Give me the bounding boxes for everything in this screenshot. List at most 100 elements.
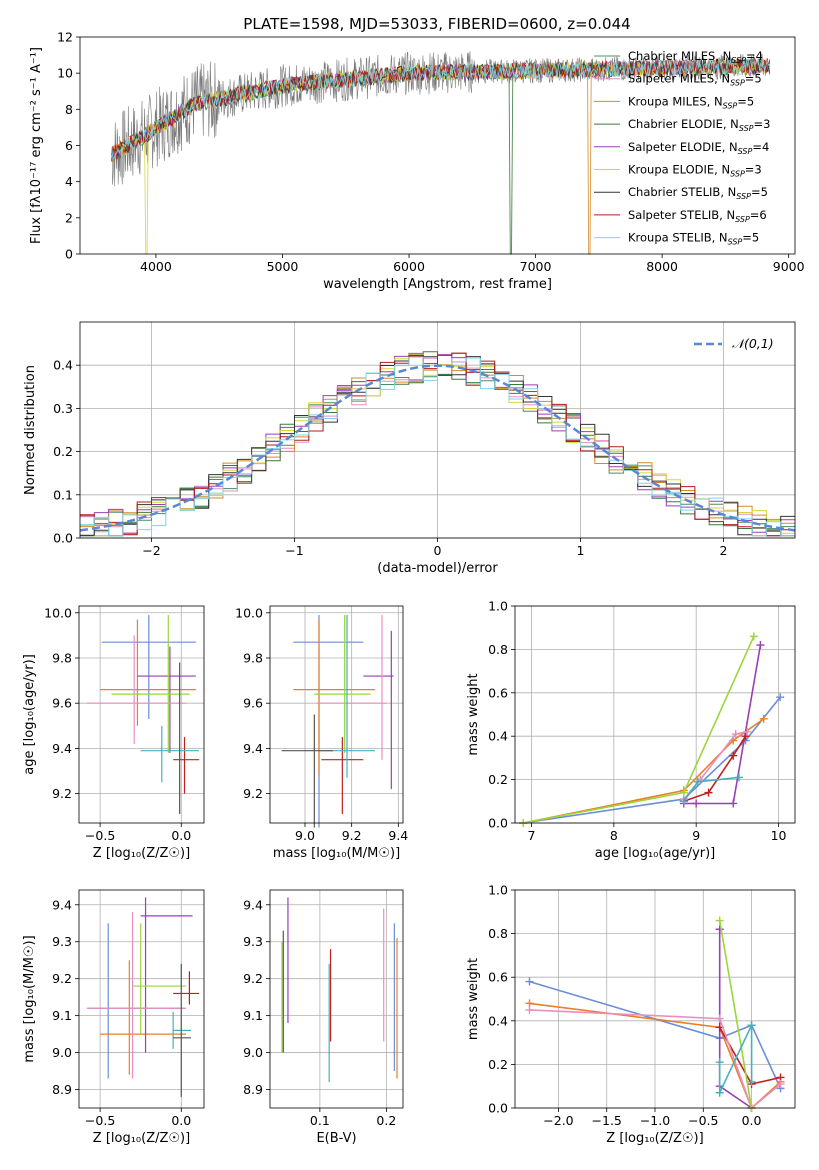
x-tick-label: 0.2 bbox=[376, 1113, 396, 1128]
weight-point-marker bbox=[731, 730, 740, 739]
y-axis-label: Normed distribution bbox=[23, 365, 38, 495]
axes-frame bbox=[79, 36, 796, 255]
weight-point-marker bbox=[679, 788, 688, 797]
x-tick-label: −2 bbox=[142, 543, 160, 558]
x-tick-label: 0.1 bbox=[310, 1113, 330, 1128]
weight-point-marker bbox=[743, 727, 752, 736]
x-tick-label: −1.0 bbox=[640, 1113, 670, 1128]
weight-point-marker bbox=[679, 797, 688, 806]
panel-mass_vs_EBV: 0.1 0.2 8.9 9.0 9.1 9.2 9.3 9.4 E(B-V) bbox=[243, 889, 404, 1146]
weight-point-marker bbox=[715, 1014, 724, 1023]
legend-label: Chabrier MILES, NSSP=4 bbox=[628, 49, 763, 65]
plot-area bbox=[87, 615, 200, 814]
y-tick-label: 9.6 bbox=[52, 696, 72, 711]
y-tick-label: 8 bbox=[65, 102, 73, 117]
y-tick-label: 9.3 bbox=[52, 934, 72, 949]
y-tick-label: 0.3 bbox=[53, 401, 73, 416]
weight-point-marker bbox=[729, 751, 738, 760]
y-tick-label: 0.2 bbox=[488, 1057, 508, 1072]
x-axis-label: Z [log₁₀(Z/Z☉)] bbox=[93, 1131, 190, 1146]
residual-histogram bbox=[80, 356, 795, 537]
panel-residuals: −2 −1 0 1 2 0.0 0.1 0.2 0.3 0.4 (data-model)/error… bbox=[23, 321, 796, 576]
axes-frame bbox=[269, 889, 404, 1109]
x-tick-label: 0 bbox=[434, 543, 442, 558]
x-axis-label: age [log₁₀(age/yr)] bbox=[595, 846, 716, 861]
y-tick-label: 9.1 bbox=[243, 1008, 263, 1023]
y-tick-label: 0.2 bbox=[53, 444, 73, 459]
axes-frame bbox=[78, 889, 205, 1109]
normal-curve bbox=[79, 364, 796, 532]
y-tick-label: 0.1 bbox=[53, 487, 73, 502]
y-tick-label: 9.6 bbox=[243, 696, 263, 711]
y-tick-label: 0.4 bbox=[488, 1013, 508, 1028]
panel-spectrum: 4000 5000 6000 7000 8000 9000 0 2 4 6 8 10 12 wavelen… bbox=[29, 30, 805, 293]
weight-point-marker bbox=[692, 799, 701, 808]
x-tick-label: 0.0 bbox=[171, 1113, 191, 1128]
weight-point-marker bbox=[756, 641, 765, 650]
legend-label: Salpeter MILES, NSSP=5 bbox=[628, 72, 762, 88]
y-tick-label: 0.4 bbox=[53, 358, 73, 373]
weight-series-line bbox=[523, 696, 781, 824]
y-tick-label: 10.0 bbox=[44, 605, 72, 620]
y-tick-label: 0.4 bbox=[488, 729, 508, 744]
legend-label: Chabrier ELODIE, NSSP=3 bbox=[628, 117, 770, 133]
x-tick-label: −0.5 bbox=[85, 1113, 115, 1128]
panel-age_vs_Z: −0.5 0.0 9.2 9.4 9.6 9.8 10.0 Z [log₁₀(Z/Z☉)] ag… bbox=[22, 605, 205, 861]
legend-label: Kroupa MILES, NSSP=5 bbox=[628, 94, 754, 110]
y-tick-label: 2 bbox=[65, 210, 73, 225]
y-tick-label: 0.6 bbox=[488, 970, 508, 985]
legend-label: Salpeter ELODIE, NSSP=4 bbox=[628, 140, 769, 156]
legend-label: Kroupa ELODIE, NSSP=3 bbox=[628, 163, 762, 179]
panel-massweight_vs_Z: −2.0 −1.5 −1.0 −0.5 0.0 0.0 0.2 0.4 0.6 0.8 1.0 Z [… bbox=[466, 883, 796, 1146]
weight-series-line bbox=[529, 1009, 782, 1110]
model-spectrum-line bbox=[111, 58, 770, 160]
model-spectrum-line bbox=[111, 58, 771, 255]
y-tick-label: 0.2 bbox=[488, 772, 508, 787]
x-tick-label: −2.0 bbox=[543, 1113, 573, 1128]
axes-frame bbox=[514, 889, 796, 1109]
figure-title: PLATE=1598, MJD=53033, FIBERID=0600, z=0… bbox=[243, 15, 630, 33]
y-tick-label: 9.8 bbox=[243, 650, 263, 665]
weight-point-marker bbox=[735, 773, 743, 782]
panel-massweight_vs_age: 7 8 9 10 0.0 0.2 0.4 0.6 0.8 1.0 age [log₁₀(age/yr… bbox=[466, 599, 796, 861]
y-tick-label: 9.3 bbox=[243, 934, 263, 949]
plot-area bbox=[111, 51, 771, 255]
y-axis-label: Flux [fλ10⁻¹⁷ erg cm⁻² s⁻¹ A⁻¹] bbox=[29, 47, 44, 244]
weight-series-line bbox=[683, 735, 747, 803]
y-tick-label: 0.0 bbox=[488, 816, 508, 831]
x-tick-label: 7 bbox=[527, 828, 535, 843]
x-tick-label: 9.2 bbox=[342, 828, 362, 843]
weight-series-line bbox=[718, 920, 753, 1109]
weight-point-marker bbox=[747, 1077, 756, 1086]
weight-point-marker bbox=[729, 799, 738, 808]
plot-area bbox=[281, 897, 398, 1083]
x-axis-label: wavelength [Angstrom, rest frame] bbox=[323, 277, 552, 292]
weight-series-line bbox=[683, 644, 762, 805]
axes-frame bbox=[79, 321, 796, 539]
x-tick-label: 10 bbox=[771, 828, 787, 843]
x-tick-label: 8 bbox=[610, 828, 618, 843]
weight-point-marker bbox=[776, 1080, 785, 1089]
x-axis-label: mass [log₁₀(M/M☉)] bbox=[273, 846, 400, 861]
axes-frame bbox=[78, 605, 205, 824]
y-tick-label: 4 bbox=[65, 174, 73, 189]
x-tick-label: −1.5 bbox=[592, 1113, 622, 1128]
y-tick-label: 9.4 bbox=[52, 897, 72, 912]
weight-point-marker bbox=[715, 916, 724, 925]
weight-point-marker bbox=[776, 693, 785, 702]
x-tick-label: 9 bbox=[692, 828, 700, 843]
weight-series-line bbox=[529, 1002, 782, 1110]
x-tick-label: −1 bbox=[285, 543, 303, 558]
plot-area bbox=[79, 351, 796, 537]
y-tick-label: 9.4 bbox=[52, 741, 72, 756]
weight-series-line bbox=[718, 1024, 753, 1094]
x-tick-label: 9000 bbox=[773, 259, 805, 274]
plot-area bbox=[281, 615, 394, 828]
x-tick-label: 9.4 bbox=[388, 828, 408, 843]
x-axis-label: (data-model)/error bbox=[377, 561, 498, 576]
legend-label: 𝒩(0,1) bbox=[732, 336, 774, 351]
x-tick-label: −0.5 bbox=[85, 828, 115, 843]
y-tick-label: 9.2 bbox=[243, 971, 263, 986]
x-tick-label: 0.0 bbox=[171, 828, 191, 843]
